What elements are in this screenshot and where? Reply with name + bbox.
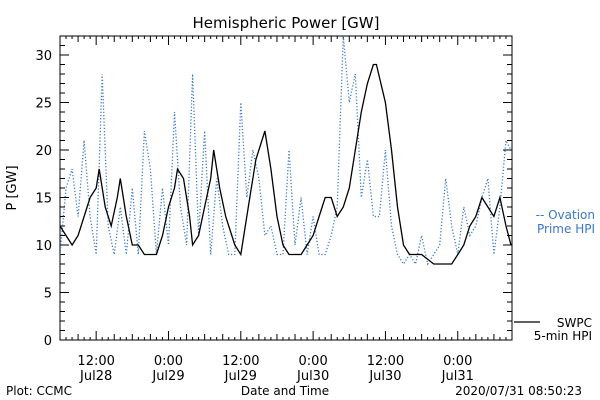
- x-tick-label-day: Jul30: [296, 369, 329, 384]
- legend-ovation-line2: Prime HPI: [537, 222, 595, 236]
- footer-plot-source: Plot: CCMC: [6, 384, 72, 398]
- x-tick-label-day: Jul28: [79, 369, 112, 384]
- chart-title: Hemispheric Power [GW]: [193, 14, 380, 32]
- footer-timestamp: 2020/07/31 08:50:23: [455, 384, 582, 398]
- x-tick-label-day: Jul30: [368, 369, 401, 384]
- y-tick-label: 15: [35, 192, 52, 207]
- x-tick-label-day: Jul31: [441, 369, 474, 384]
- x-tick-label-time: 0:00: [443, 354, 472, 369]
- y-axis: 0 5 10 15 20 25 30: [35, 35, 512, 349]
- y-tick-label: 5: [44, 287, 52, 302]
- x-tick-label-day: Jul29: [224, 369, 257, 384]
- legend-swpc: SWPC 5-min HPI: [514, 316, 592, 343]
- y-tick-label: 0: [44, 334, 52, 349]
- x-tick-label-time: 12:00: [77, 354, 114, 369]
- legend-swpc-line2: 5-min HPI: [534, 329, 592, 343]
- x-axis-label: Date and Time: [241, 384, 329, 398]
- x-axis: 12:00Jul280:00Jul2912:00Jul290:00Jul3012…: [59, 36, 513, 384]
- y-tick-label: 20: [35, 144, 52, 159]
- series-swpc-line: [60, 63, 512, 265]
- legend-ovation-line1: -- Ovation: [536, 208, 595, 222]
- x-tick-label-time: 12:00: [367, 354, 404, 369]
- x-tick-label-day: Jul29: [151, 369, 184, 384]
- legend-ovation: -- Ovation Prime HPI: [536, 208, 595, 236]
- y-axis-label: P [GW]: [5, 165, 20, 210]
- x-tick-label-time: 0:00: [154, 354, 183, 369]
- x-tick-label-time: 12:00: [222, 354, 259, 369]
- plot-frame: [59, 35, 513, 341]
- plot-area: [59, 35, 513, 341]
- series-layer: [60, 36, 512, 266]
- series-ovation-prime-line: [60, 36, 512, 266]
- y-tick-label: 25: [35, 97, 52, 112]
- y-tick-label: 30: [35, 49, 52, 64]
- legend-swpc-line1: SWPC: [557, 316, 592, 330]
- x-tick-label-time: 0:00: [299, 354, 328, 369]
- y-tick-label: 10: [35, 239, 52, 254]
